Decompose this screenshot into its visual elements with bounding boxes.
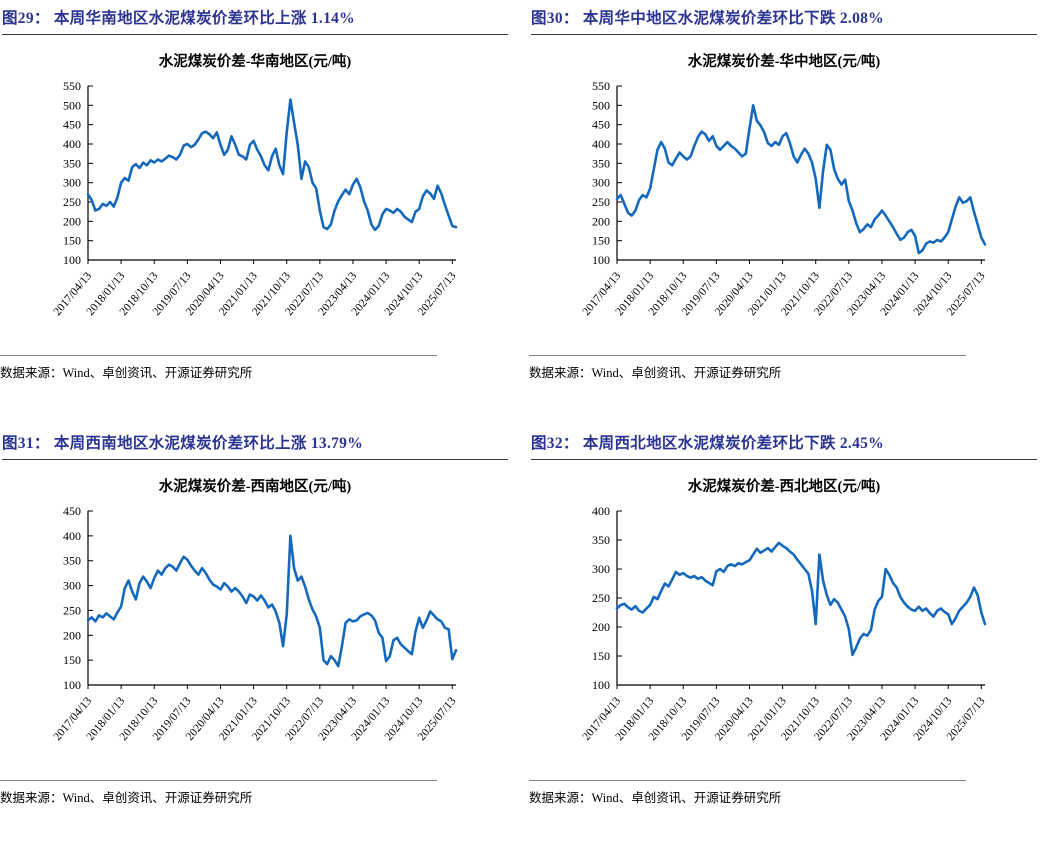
y-tick-label: 300	[63, 579, 81, 593]
figure-29-line-chart: 100 150 200 250 300 350 400 450 500 550 2017/04/13…	[0, 78, 478, 345]
y-tick-label: 250	[63, 603, 81, 617]
figure-30-title: 图30： 本周华中地区水泥煤炭价差环比下跌 2.08%	[531, 6, 1037, 35]
figure-32-chart-title: 水泥煤炭价差-西北地区(元/吨)	[687, 479, 881, 495]
y-tick-label: 100	[63, 678, 81, 692]
y-tick-label: 350	[592, 533, 610, 547]
figure-31-line-chart: 100 150 200 250 300 350 400 450 2017/04/13 2018/0…	[0, 503, 478, 770]
y-tick-label: 150	[63, 234, 81, 248]
series-line	[615, 104, 987, 255]
y-tick-label: 400	[592, 504, 610, 518]
y-tick-label: 450	[63, 118, 81, 132]
y-tick-label: 250	[592, 591, 610, 605]
y-tick-label: 200	[63, 214, 81, 228]
figure-29-source-note: 数据来源：Wind、卓创资讯、开源证券研究所	[0, 355, 437, 381]
y-tick-label: 300	[592, 176, 610, 190]
figure-29-title: 图29： 本周华南地区水泥煤炭价差环比上涨 1.14%	[2, 6, 508, 35]
y-tick-label: 400	[63, 529, 81, 543]
figure-30-line-chart: 100 150 200 250 300 350 400 450 500 550 2017/04/13…	[529, 78, 1007, 345]
y-tick-label: 200	[592, 214, 610, 228]
y-tick-label: 200	[592, 620, 610, 634]
y-tick-label: 500	[63, 98, 81, 112]
y-tick-label: 200	[63, 628, 81, 642]
figure-31-title: 图31： 本周西南地区水泥煤炭价差环比上涨 13.79%	[2, 431, 508, 460]
y-tick-label: 150	[63, 653, 81, 667]
y-tick-label: 100	[592, 678, 610, 692]
line-chart-canvas: 1001502002503003504004502017/04/132018/0…	[51, 504, 458, 743]
y-tick-label: 250	[63, 195, 81, 209]
line-chart-canvas: 1001502002503003504002017/04/132018/01/1…	[580, 504, 987, 743]
y-tick-label: 550	[63, 79, 81, 93]
y-tick-label: 350	[63, 554, 81, 568]
series-line	[86, 98, 458, 232]
series-line	[615, 541, 987, 657]
figure-31-source-note: 数据来源：Wind、卓创资讯、开源证券研究所	[0, 780, 437, 806]
y-tick-label: 400	[63, 137, 81, 151]
figure-29-chart-title: 水泥煤炭价差-华南地区(元/吨)	[158, 54, 352, 70]
y-tick-label: 150	[592, 234, 610, 248]
line-chart-canvas: 1001502002503003504004505005502017/04/13…	[580, 79, 987, 318]
y-tick-label: 300	[592, 562, 610, 576]
figure-30-chart-title: 水泥煤炭价差-华中地区(元/吨)	[687, 54, 881, 70]
y-tick-label: 350	[592, 156, 610, 170]
figure-30-source-note: 数据来源：Wind、卓创资讯、开源证券研究所	[529, 355, 966, 381]
figure-31-chart-title: 水泥煤炭价差-西南地区(元/吨)	[158, 479, 352, 495]
line-chart-canvas: 1001502002503003504004505005502017/04/13…	[51, 79, 458, 318]
panel-figure-30: 图30： 本周华中地区水泥煤炭价差环比下跌 2.08% 水泥煤炭价差-华中地区(…	[529, 0, 1057, 425]
y-tick-label: 250	[592, 195, 610, 209]
y-tick-label: 500	[592, 98, 610, 112]
y-tick-label: 450	[63, 504, 81, 518]
y-tick-label: 450	[592, 118, 610, 132]
y-tick-label: 100	[63, 253, 81, 267]
figure-32-line-chart: 100 150 200 250 300 350 400 2017/04/13 2018/01/1…	[529, 503, 1007, 770]
panel-figure-32: 图32： 本周西北地区水泥煤炭价差环比下跌 2.45% 水泥煤炭价差-西北地区(…	[529, 425, 1057, 850]
figure-32-source-note: 数据来源：Wind、卓创资讯、开源证券研究所	[529, 780, 966, 806]
series-line	[86, 534, 458, 668]
panel-figure-29: 图29： 本周华南地区水泥煤炭价差环比上涨 1.14% 水泥煤炭价差-华南地区(…	[0, 0, 528, 425]
y-tick-label: 300	[63, 176, 81, 190]
panel-figure-31: 图31： 本周西南地区水泥煤炭价差环比上涨 13.79% 水泥煤炭价差-西南地区…	[0, 425, 528, 850]
y-tick-label: 100	[592, 253, 610, 267]
y-tick-label: 400	[592, 137, 610, 151]
y-tick-label: 350	[63, 156, 81, 170]
figure-32-title: 图32： 本周西北地区水泥煤炭价差环比下跌 2.45%	[531, 431, 1037, 460]
y-tick-label: 150	[592, 649, 610, 663]
y-tick-label: 550	[592, 79, 610, 93]
